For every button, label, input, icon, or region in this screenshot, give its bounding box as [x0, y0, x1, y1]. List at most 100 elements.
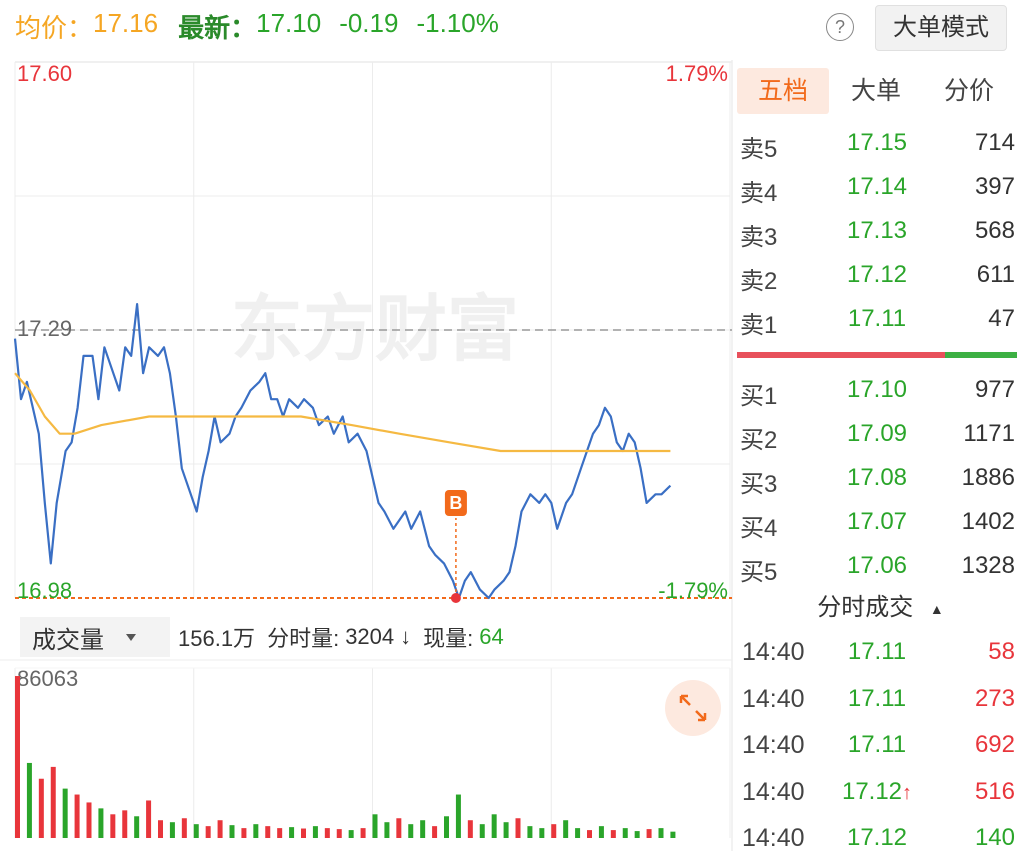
tab-label: 五档: [757, 77, 808, 105]
volume-bar: [634, 831, 640, 838]
volume-bar: [50, 766, 56, 838]
quote-header: 均价： 17.16 最新： 17.10 -0.19 -1.10%: [15, 8, 499, 45]
level-price: 17.12: [846, 261, 908, 288]
bid-row: 买3 17.08 1886: [737, 458, 1017, 498]
sort-icon: ▲: [929, 600, 944, 617]
trade-price-cell: 17.11: [817, 731, 937, 759]
volume-bar: [622, 828, 628, 838]
volume-bar: [169, 822, 175, 838]
volume-bar: [646, 829, 652, 838]
selector-label: 成交量: [32, 626, 104, 654]
volume-bar: [26, 762, 32, 838]
trade-price: 17.11: [847, 731, 907, 758]
trades-header[interactable]: 分时成交 ▲: [737, 590, 1024, 626]
volume-bar: [15, 676, 20, 838]
trade-row: 14:40 17.11 273: [737, 679, 1017, 719]
trade-arrow: ↑: [902, 781, 913, 804]
trade-price: 17.11: [847, 638, 907, 665]
volume-bar: [205, 826, 211, 838]
volume-bar: [38, 778, 44, 838]
level-volume: 47: [988, 305, 1015, 332]
level-label: 买2: [740, 427, 778, 454]
trade-row: 14:40 17.12 140: [737, 818, 1017, 858]
volume-bar: [539, 828, 545, 838]
volume-toolbar: 成交量 156.1万 分时量: 3204 ↓ 现量: 64: [20, 617, 504, 657]
level-label: 卖1: [740, 312, 778, 339]
volume-bar: [384, 822, 390, 838]
volume-bar: [134, 816, 140, 838]
volume-bar: [587, 830, 592, 838]
ask-ratio-bar: [737, 352, 945, 358]
help-button[interactable]: ?: [826, 13, 854, 41]
change: -0.19: [339, 8, 399, 38]
trade-price-cell: 17.12↑: [817, 778, 937, 806]
volume-bar: [241, 828, 247, 838]
y-tick-label: 17.60: [17, 61, 72, 86]
mode-button[interactable]: 大单模式: [875, 5, 1007, 51]
volume-bar: [610, 830, 616, 838]
volume-bar: [217, 820, 223, 838]
volume-bar: [420, 820, 426, 838]
level-price: 17.13: [846, 217, 908, 244]
level-volume: 1328: [961, 552, 1015, 579]
trade-price-cell: 17.11: [817, 685, 937, 713]
trade-price-cell: 17.12: [817, 824, 937, 852]
y-tick-label: 16.98: [17, 578, 72, 603]
order-book-tab[interactable]: 分价: [923, 68, 1015, 114]
volume-bar: [467, 820, 473, 838]
volume-selector[interactable]: 成交量: [20, 617, 170, 657]
annotation-badge: [444, 490, 467, 516]
bid-row: 买2 17.09 1171: [737, 414, 1017, 454]
volume-bar: [181, 818, 187, 838]
price-line: [13, 303, 672, 600]
volume-bar: [193, 824, 199, 838]
y2-tick-label: 1.79%: [666, 61, 728, 86]
level-volume: 397: [974, 173, 1015, 200]
avg-price: 17.16: [93, 8, 159, 38]
volume-bar: [336, 829, 342, 838]
trade-price: 17.12: [841, 777, 903, 805]
total-volume: 156.1万: [178, 626, 256, 651]
volume-bar: [62, 788, 68, 838]
ask-row: 卖3 17.13 568: [737, 211, 1017, 251]
trade-volume: 692: [974, 731, 1015, 758]
volume-bar: [563, 820, 569, 838]
expand-button[interactable]: [665, 680, 721, 736]
order-book-tab[interactable]: 五档: [737, 68, 829, 114]
level-price: 17.09: [846, 420, 908, 447]
trade-price-cell: 17.11: [817, 638, 937, 666]
bid-row: 买5 17.06 1328: [737, 546, 1017, 586]
latest-price: 17.10: [256, 8, 322, 38]
volume-bar: [372, 814, 378, 838]
volume-bar: [515, 818, 521, 838]
volume-bar: [670, 831, 676, 838]
level-volume: 1886: [961, 464, 1015, 491]
trade-time: 14:40: [742, 684, 805, 713]
volume-bar: [575, 828, 581, 838]
volume-bar: [527, 826, 533, 838]
volume-bar: [98, 808, 104, 838]
trade-time: 14:40: [742, 777, 805, 806]
volume-bar: [86, 802, 92, 838]
ask-row: 卖1 17.11 47: [737, 299, 1017, 339]
volume-bar: [455, 794, 461, 838]
level-volume: 714: [974, 129, 1015, 156]
volume-bar: [265, 826, 271, 838]
level-volume: 611: [976, 261, 1015, 288]
order-book-tab[interactable]: 大单: [830, 68, 922, 114]
trade-volume: 273: [974, 684, 1015, 712]
level-price: 17.06: [846, 552, 908, 579]
tick-volume: 3204: [345, 624, 395, 649]
volume-bar: [396, 818, 402, 838]
latest-label: 最新：: [178, 13, 257, 43]
ask-row: 卖5 17.15 714: [737, 123, 1017, 163]
y-tick-label: 86063: [17, 666, 78, 691]
trade-volume: 516: [974, 777, 1015, 805]
volume-bar: [312, 826, 318, 838]
volume-bar: [658, 828, 664, 838]
volume-bar: [491, 814, 497, 838]
current-label: 现量:: [423, 626, 474, 651]
volume-bar: [301, 828, 306, 838]
